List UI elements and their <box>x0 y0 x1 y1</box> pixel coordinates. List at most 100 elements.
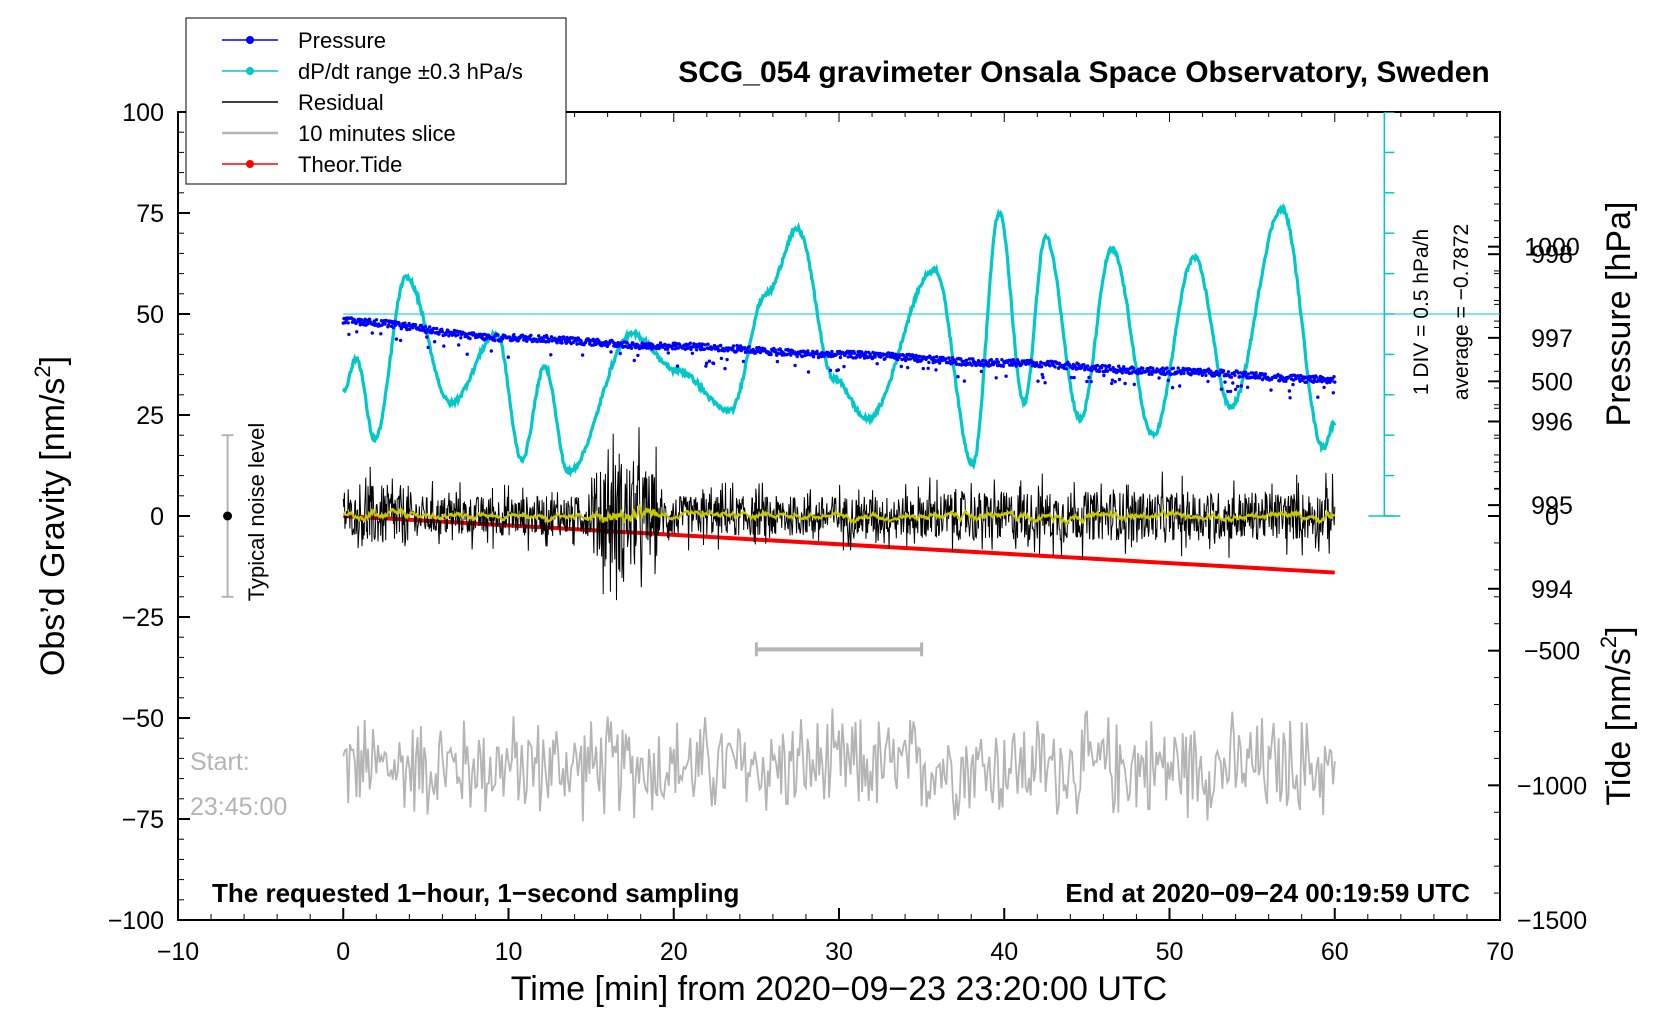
pressure-point <box>932 355 936 360</box>
y-tick-label: 25 <box>136 402 164 430</box>
pressure-point <box>717 348 721 352</box>
pressure-point <box>776 351 780 356</box>
pressure-tick-label: 997 <box>1531 325 1573 353</box>
pressure-point <box>666 351 670 355</box>
y-axis-label-gravity-end: ] <box>34 356 72 365</box>
pressure-point <box>1046 359 1050 364</box>
pressure-point <box>937 361 942 365</box>
x-tick-label: 50 <box>1156 938 1184 966</box>
pressure-point <box>360 318 364 322</box>
pressure-point <box>875 362 879 366</box>
pressure-tick-label: 996 <box>1531 408 1573 436</box>
legend-label: Residual <box>298 90 384 115</box>
pressure-point <box>483 332 487 337</box>
pressure-tick-label: 998 <box>1531 241 1573 269</box>
pressure-point <box>1071 366 1075 371</box>
pressure-point <box>836 368 840 372</box>
pressure-point <box>1110 381 1114 386</box>
tide-tick-label: −1500 <box>1517 907 1587 935</box>
pressure-point <box>719 343 723 348</box>
x-tick-label: 20 <box>660 938 688 966</box>
pressure-point <box>609 350 613 354</box>
pressure-point <box>383 322 387 326</box>
legend-marker <box>246 160 254 168</box>
pressure-point <box>694 348 699 352</box>
pressure-point <box>1039 360 1043 364</box>
pressure-point <box>707 359 712 363</box>
pressure-point <box>1030 364 1035 368</box>
pressure-point <box>1223 380 1227 384</box>
pressure-point <box>960 359 964 363</box>
pressure-point <box>634 345 638 350</box>
pressure-point <box>800 354 804 359</box>
pressure-point <box>731 344 736 348</box>
pressure-point <box>993 361 998 365</box>
pressure-point <box>1166 378 1171 383</box>
pressure-point <box>954 362 959 366</box>
pressure-point <box>725 357 729 362</box>
pressure-point <box>558 335 562 340</box>
pressure-point <box>994 376 998 380</box>
pressure-point <box>901 353 906 357</box>
pressure-point <box>1087 375 1091 380</box>
pressure-point <box>398 338 403 343</box>
pressure-point <box>1041 375 1045 380</box>
y-axis-label-tide: Tide [nm/s2] <box>1596 626 1638 805</box>
pressure-tick-label: 994 <box>1531 576 1573 604</box>
pressure-point <box>560 341 564 345</box>
residual-series <box>342 427 1336 601</box>
pressure-point <box>556 338 561 342</box>
pressure-point <box>747 345 751 349</box>
pressure-point <box>789 353 793 357</box>
x-tick-label: 10 <box>495 938 523 966</box>
pressure-point <box>1123 381 1127 386</box>
pressure-point <box>1085 364 1090 368</box>
pressure-point <box>1171 366 1176 370</box>
tide-tick-label: −1000 <box>1517 772 1587 800</box>
pressure-point <box>426 345 430 350</box>
pressure-point <box>537 334 541 338</box>
dpdt-average-label: average = −0.7872 <box>1450 224 1473 400</box>
x-tick-label: 0 <box>336 938 350 966</box>
y-tick-label: 50 <box>136 301 164 329</box>
y-tick-label: −100 <box>108 907 164 935</box>
pressure-point <box>986 361 991 365</box>
pressure-point <box>1053 365 1057 369</box>
pressure-point <box>1131 366 1136 371</box>
pressure-point <box>1097 369 1102 373</box>
pressure-point <box>1219 387 1224 391</box>
pressure-point <box>635 342 639 347</box>
pressure-point <box>1095 363 1100 368</box>
pressure-point <box>440 329 445 334</box>
pressure-point <box>670 347 675 351</box>
pressure-point <box>842 364 846 369</box>
pressure-point <box>1110 378 1115 382</box>
pressure-point <box>795 354 799 359</box>
pressure-tick-label: 995 <box>1531 492 1573 520</box>
pressure-point <box>574 339 578 343</box>
pressure-point <box>1233 387 1238 392</box>
pressure-point <box>1117 377 1122 382</box>
pressure-point <box>873 355 877 359</box>
pressure-point <box>1116 369 1120 374</box>
pressure-point <box>346 321 350 325</box>
pressure-point <box>489 349 493 353</box>
pressure-point <box>625 341 629 345</box>
pressure-point <box>432 326 436 331</box>
pressure-point <box>1320 380 1324 384</box>
pressure-point <box>1080 366 1084 370</box>
pressure-point <box>1082 363 1086 367</box>
pressure-point <box>1332 375 1336 379</box>
pressure-point <box>816 355 821 360</box>
pressure-point <box>921 366 925 371</box>
pressure-point <box>1276 372 1280 377</box>
pressure-point <box>1109 368 1113 372</box>
residual-line <box>342 427 1336 601</box>
y-axis-label-gravity-main: Obs’d Gravity [nm/s <box>34 378 72 677</box>
pressure-point <box>619 341 623 345</box>
y-tick-label: −75 <box>122 806 164 834</box>
pressure-point <box>380 323 384 327</box>
axis-tick-labels: −10 0 10 20 30 40 50 60 70−100−75−50−25025507510… <box>108 99 1587 966</box>
pressure-point <box>1182 371 1186 376</box>
